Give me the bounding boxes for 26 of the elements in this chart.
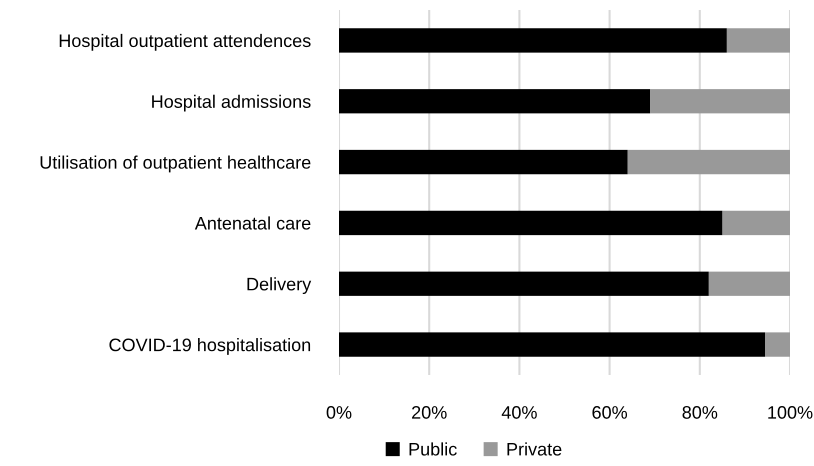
bar	[339, 150, 628, 174]
bar	[339, 28, 727, 53]
bar	[650, 89, 790, 114]
x-tick-label: 100%	[768, 406, 812, 419]
bar	[722, 210, 790, 236]
bar	[628, 150, 790, 174]
legend-label: Private	[507, 442, 562, 456]
y-tick-label: COVID-19 hospitalisation	[109, 338, 310, 355]
x-tick-label: 60%	[592, 406, 628, 419]
x-tick-label: 40%	[502, 406, 537, 419]
x-tick-label: 20%	[412, 406, 447, 419]
legend-label: Public	[410, 442, 457, 456]
x-tick-label: 0%	[326, 406, 352, 419]
y-tick-label: Antenatal care	[194, 216, 310, 230]
y-tick-label: Utilisation of outpatient healthcare	[40, 156, 310, 172]
bar	[708, 272, 790, 296]
y-tick-label: Hospital outpatient attendences	[60, 34, 311, 51]
bar	[339, 332, 766, 357]
bar	[726, 28, 790, 53]
bar	[765, 332, 790, 357]
bar	[339, 272, 709, 296]
x-tick-label: 80%	[682, 406, 718, 419]
bar	[339, 210, 722, 236]
y-tick-label: Delivery	[247, 277, 312, 294]
y-tick-label: Hospital admissions	[152, 94, 311, 112]
bar	[339, 89, 650, 114]
